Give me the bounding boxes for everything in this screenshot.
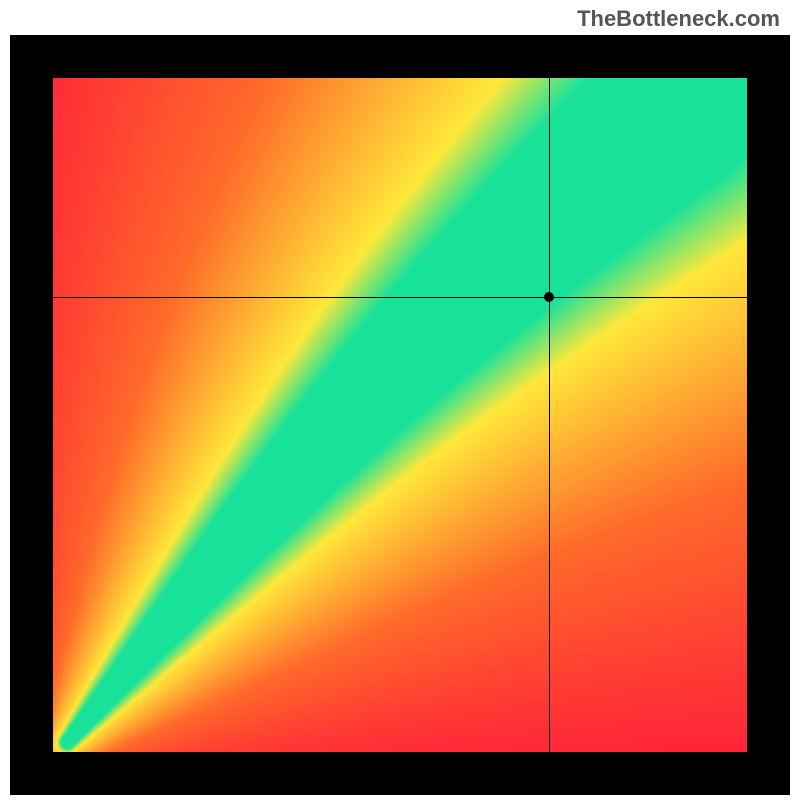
- crosshair-horizontal: [53, 297, 747, 298]
- crosshair-marker: [544, 292, 554, 302]
- crosshair-vertical: [549, 78, 550, 752]
- heatmap-canvas: [53, 78, 747, 752]
- heatmap-plot: [53, 78, 747, 752]
- watermark-text: TheBottleneck.com: [577, 6, 780, 32]
